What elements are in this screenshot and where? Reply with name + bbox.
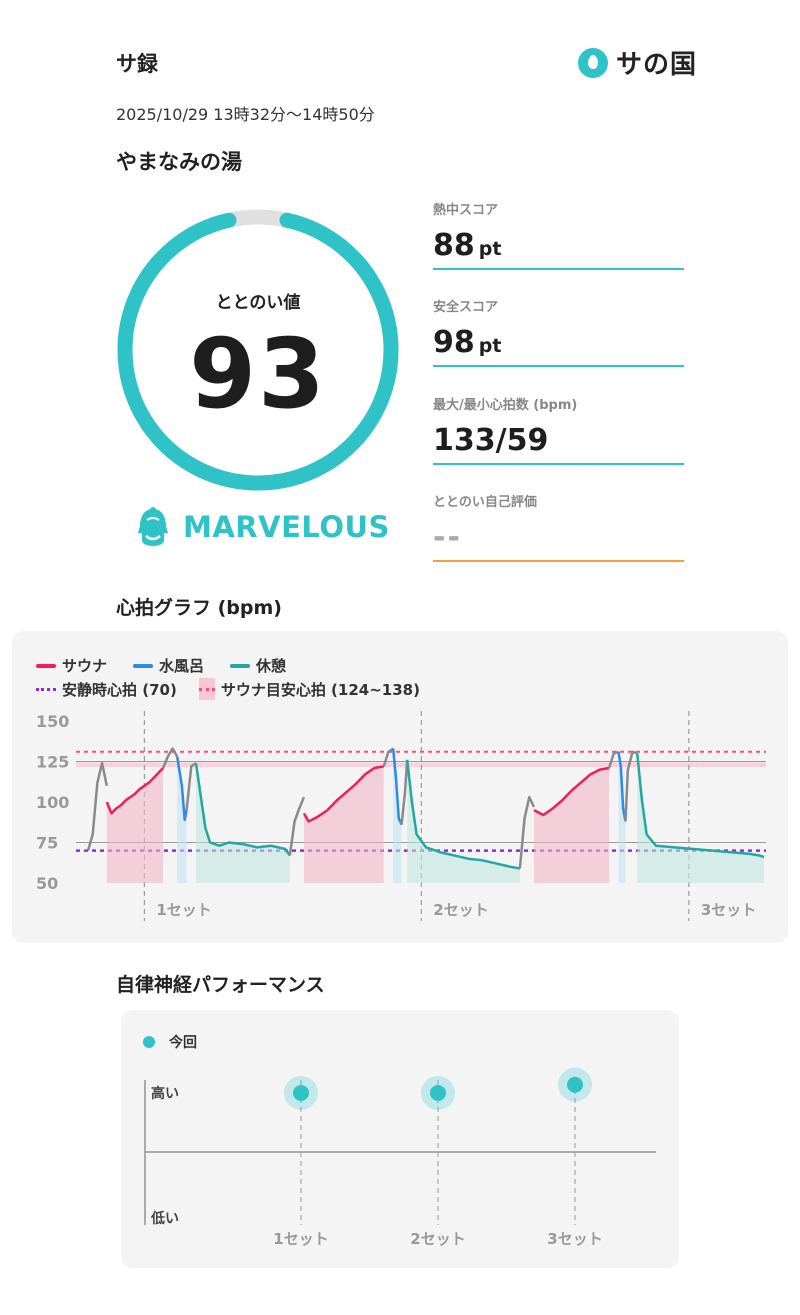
metric-value: 133/59	[433, 423, 549, 458]
chart-legend-refs: 安静時心拍 (70) サウナ目安心拍 (124~138)	[36, 678, 446, 700]
score-ring	[117, 209, 399, 491]
hr-series-cold	[175, 756, 188, 822]
facility-name: やまなみの湯	[116, 150, 242, 174]
segment-fill	[195, 763, 290, 883]
legend-dot	[143, 1036, 155, 1048]
legend-sauna: サウナ	[36, 655, 107, 676]
ans-set-label: 2セット	[410, 1230, 465, 1248]
metric-label: ととのい自己評価	[433, 495, 537, 510]
y-tick-label: 150	[36, 712, 69, 731]
hr-series-transition	[86, 761, 109, 851]
y-tick-label: 75	[36, 834, 58, 853]
metric-divider	[433, 268, 684, 270]
hr-series-sauna	[302, 765, 384, 823]
legend-target-band: サウナ目安心拍 (124~138)	[198, 678, 420, 700]
score-ring-progress	[117, 212, 399, 491]
metric-label: 最大/最小心拍数 (bpm)	[433, 398, 578, 413]
hr-series-transition	[607, 750, 619, 769]
metric-value: 98 pt	[433, 325, 502, 360]
set-label: 2セット	[433, 901, 488, 919]
self-evaluation[interactable]: ととのい自己評価 --	[433, 491, 684, 562]
ans-set-label: 3セット	[547, 1230, 602, 1248]
legend-rest: 休憩	[230, 655, 286, 676]
ans-panel: 今回 高い低い 1セット 2セット 3セット	[121, 1010, 679, 1268]
legend-resting-hr: 安静時心拍 (70)	[36, 679, 177, 700]
hr-series-rest	[405, 759, 521, 870]
hr-series-transition	[185, 762, 197, 811]
sauna-hat-icon	[138, 507, 168, 546]
ans-point	[430, 1084, 446, 1101]
metric-label: 安全スコア	[433, 300, 499, 315]
hr-series-rest	[636, 753, 765, 859]
heart-rate-range: 最大/最小心拍数 (bpm) 133/59	[433, 394, 684, 465]
metric-value: 88 pt	[433, 228, 502, 263]
chart-legend: サウナ 水風呂 休憩	[36, 655, 312, 676]
hr-series-transition	[161, 747, 179, 769]
ans-legend: 今回	[143, 1032, 197, 1052]
hr-series-transition	[382, 747, 394, 767]
ans-low-label: 低い	[150, 1210, 179, 1227]
app-title: サ録	[116, 52, 158, 76]
metric-label: 熱中スコア	[433, 203, 499, 218]
safety-score: 安全スコア 98 pt	[433, 296, 684, 367]
self-evaluation-value[interactable]: --	[433, 520, 462, 555]
score-label: ととのい値	[215, 293, 301, 313]
hr-series-sauna	[533, 766, 610, 817]
ans-title: 自律神経パフォーマンス	[116, 974, 325, 996]
hr-series-transition	[518, 795, 536, 869]
ans-point	[567, 1076, 583, 1093]
segment-fill	[106, 767, 164, 883]
set-label: 1セット	[156, 901, 211, 919]
hr-series-cold	[391, 748, 403, 826]
rank-badge: MARVELOUS	[135, 506, 390, 548]
metric-divider	[433, 463, 684, 465]
segment-fill	[177, 756, 187, 883]
hr-series-transition	[624, 750, 638, 822]
legend-cold-bath: 水風呂	[133, 655, 204, 676]
set-label: 3セット	[701, 901, 756, 919]
metric-divider	[433, 560, 684, 562]
rank-label: MARVELOUS	[183, 510, 390, 544]
segment-fill	[407, 759, 520, 883]
y-tick-label: 125	[36, 753, 69, 772]
hr-series-transition	[400, 759, 409, 825]
ans-point	[293, 1084, 309, 1101]
heart-chart-title: 心拍グラフ (bpm)	[116, 597, 282, 619]
sanokuni-logo: サの国	[578, 44, 697, 81]
session-datetime: 2025/10/29 13時32分〜14時50分	[116, 105, 375, 124]
segment-fill	[303, 766, 384, 883]
segment-fill	[533, 767, 610, 883]
ans-set-label: 1セット	[273, 1230, 328, 1248]
heart-rate-panel: サウナ 水風呂 休憩 安静時心拍 (70) サウナ目安心拍 (124~138) …	[12, 631, 788, 943]
hr-series-transition	[288, 796, 306, 856]
logo-text: サの国	[616, 50, 698, 80]
metric-divider	[433, 365, 684, 367]
segment-fill	[618, 751, 626, 883]
ans-high-label: 高い	[151, 1085, 179, 1102]
target-band	[76, 762, 766, 768]
water-drop-icon	[578, 47, 608, 78]
y-tick-label: 50	[36, 874, 58, 893]
heart-rate-chart: 150 125 100 75 50 1セット 2セット 3セット	[36, 711, 766, 921]
heat-score: 熱中スコア 88 pt	[433, 199, 684, 270]
segment-fill	[637, 753, 764, 883]
y-tick-label: 100	[36, 793, 69, 812]
hr-series-sauna	[105, 767, 165, 815]
hr-series-cold	[617, 751, 627, 822]
score-value: 93	[189, 318, 327, 430]
hr-series-rest	[194, 762, 291, 857]
